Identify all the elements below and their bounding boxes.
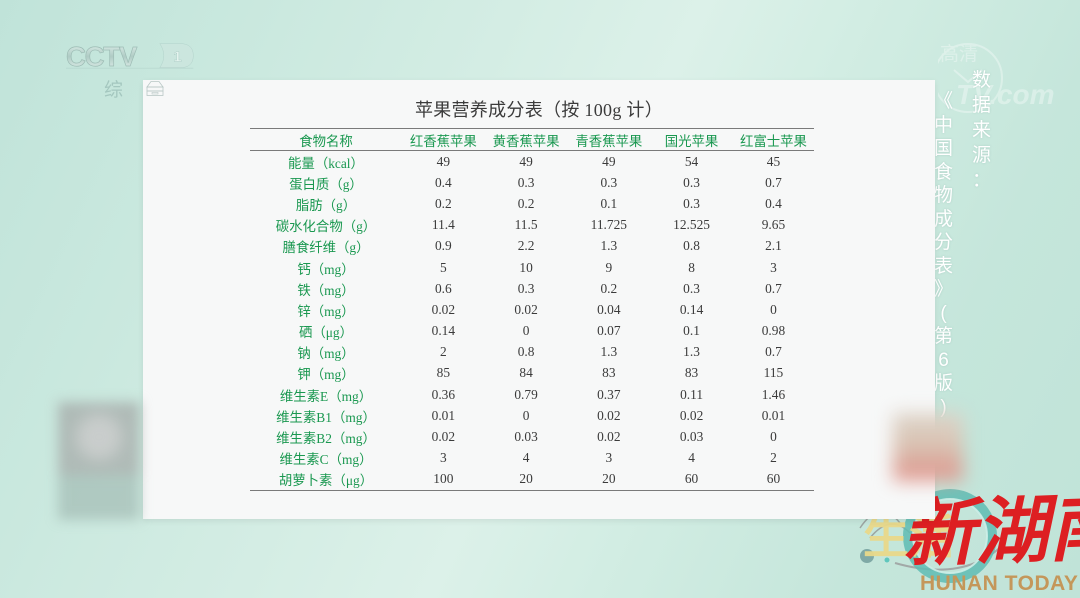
svg-text:CCTV: CCTV <box>66 41 138 72</box>
svg-text:TV.com: TV.com <box>956 79 1055 110</box>
svg-text:1: 1 <box>173 48 182 65</box>
svg-text:高清: 高清 <box>940 43 978 65</box>
